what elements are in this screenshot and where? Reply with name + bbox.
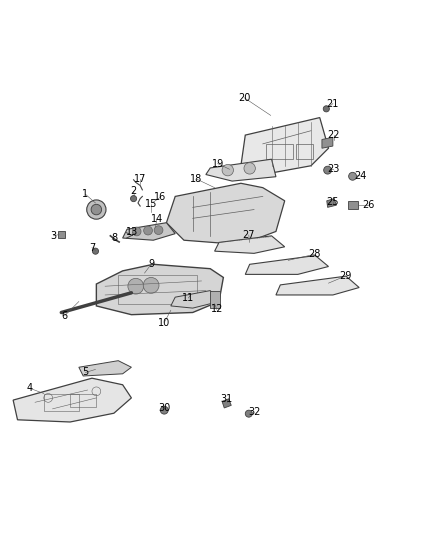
- Polygon shape: [276, 276, 359, 295]
- Text: 28: 28: [308, 249, 321, 259]
- Circle shape: [132, 227, 141, 236]
- Text: 17: 17: [134, 174, 146, 184]
- Polygon shape: [215, 236, 285, 253]
- Bar: [210, 292, 220, 308]
- Text: 26: 26: [363, 200, 375, 210]
- Text: 23: 23: [328, 164, 340, 174]
- Text: 5: 5: [82, 367, 88, 377]
- Text: 18: 18: [190, 174, 202, 184]
- Text: 9: 9: [148, 260, 154, 269]
- Text: 19: 19: [212, 159, 224, 168]
- Circle shape: [131, 196, 137, 201]
- Text: 10: 10: [158, 318, 170, 328]
- Circle shape: [128, 278, 144, 294]
- Polygon shape: [245, 255, 328, 274]
- Polygon shape: [166, 183, 285, 245]
- Text: 8: 8: [112, 233, 118, 243]
- Polygon shape: [171, 290, 219, 308]
- Text: 20: 20: [238, 93, 251, 103]
- Text: 3: 3: [50, 231, 57, 241]
- Text: 25: 25: [327, 197, 339, 207]
- Circle shape: [92, 248, 99, 254]
- Text: 11: 11: [182, 293, 194, 303]
- Polygon shape: [79, 361, 131, 376]
- Text: 1: 1: [82, 189, 88, 199]
- Circle shape: [245, 410, 252, 417]
- Circle shape: [143, 278, 159, 293]
- Text: 22: 22: [328, 130, 340, 140]
- Bar: [70, 393, 96, 407]
- Text: 27: 27: [243, 230, 255, 240]
- Circle shape: [222, 165, 233, 176]
- Text: 14: 14: [151, 214, 163, 224]
- Bar: [58, 231, 65, 238]
- Text: 13: 13: [126, 228, 138, 237]
- Text: 6: 6: [62, 311, 68, 320]
- Text: 2: 2: [131, 186, 137, 196]
- Polygon shape: [327, 199, 336, 207]
- Polygon shape: [13, 378, 131, 422]
- Bar: [266, 144, 293, 159]
- Text: 31: 31: [221, 394, 233, 404]
- Text: 16: 16: [154, 192, 166, 203]
- Circle shape: [323, 106, 329, 112]
- Bar: [348, 201, 358, 209]
- Circle shape: [87, 200, 106, 219]
- Text: 24: 24: [354, 171, 366, 181]
- Polygon shape: [206, 159, 276, 181]
- Polygon shape: [222, 399, 231, 408]
- Polygon shape: [123, 223, 175, 240]
- Text: 4: 4: [27, 383, 33, 393]
- Polygon shape: [96, 264, 223, 314]
- Polygon shape: [241, 118, 328, 174]
- Text: 29: 29: [339, 271, 351, 281]
- Text: 30: 30: [158, 402, 170, 413]
- Text: 7: 7: [89, 243, 95, 253]
- Circle shape: [144, 226, 152, 235]
- Polygon shape: [322, 138, 333, 148]
- Bar: [44, 393, 79, 411]
- Text: 12: 12: [211, 304, 223, 314]
- Circle shape: [154, 226, 163, 235]
- Text: 15: 15: [145, 199, 157, 209]
- Circle shape: [160, 406, 168, 414]
- Circle shape: [324, 166, 332, 174]
- Circle shape: [91, 204, 102, 215]
- Circle shape: [244, 163, 255, 174]
- Circle shape: [349, 172, 357, 180]
- Text: 32: 32: [248, 407, 260, 417]
- Bar: [118, 275, 197, 304]
- Bar: [296, 144, 313, 159]
- Text: 21: 21: [327, 99, 339, 109]
